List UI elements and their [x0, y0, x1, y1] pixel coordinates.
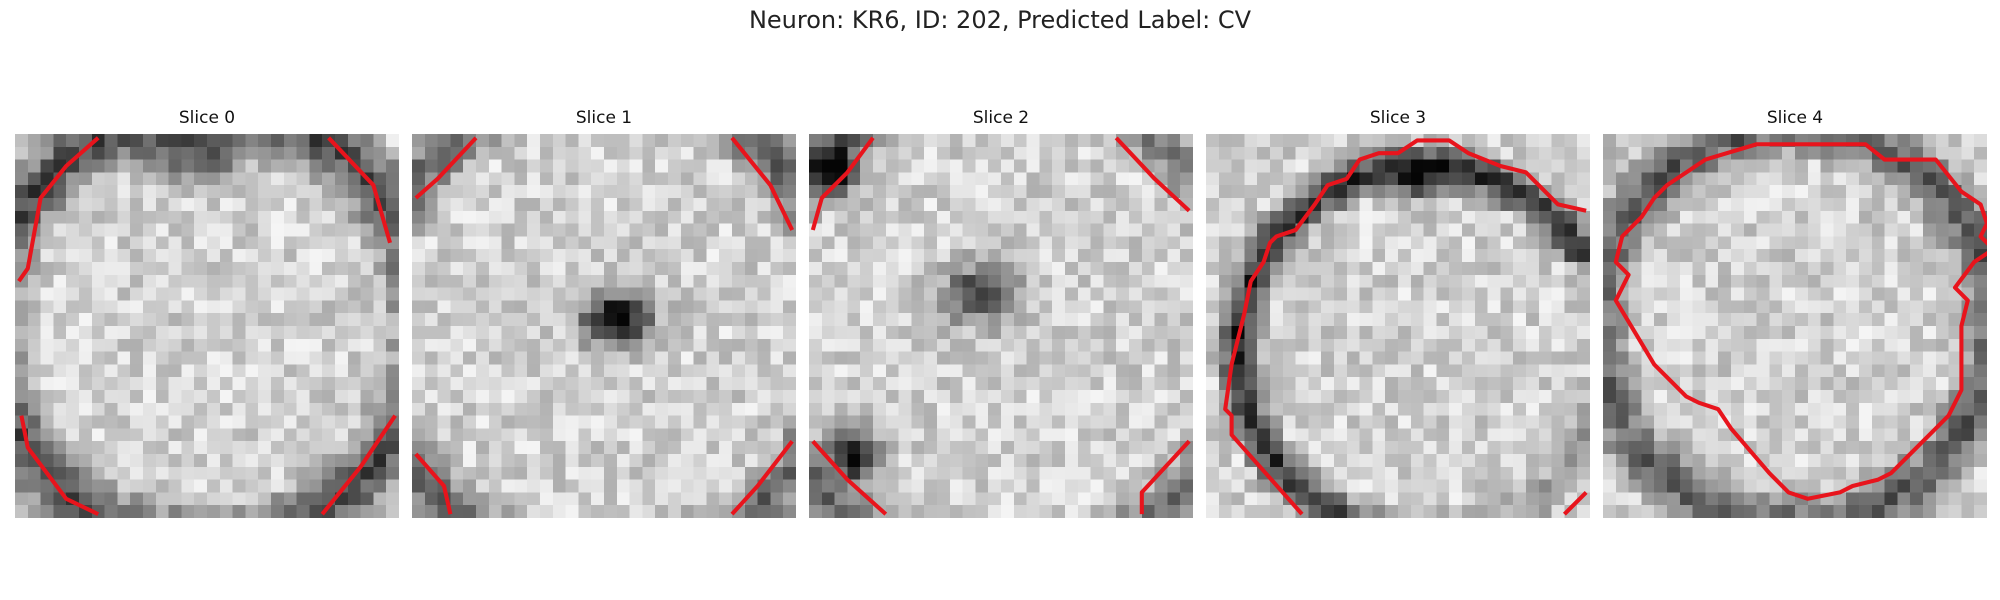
grayscale-pixels: [1206, 134, 1590, 518]
contour-line: [730, 439, 794, 516]
contour-line: [414, 452, 453, 515]
contour-line: [1114, 136, 1191, 213]
panel-title: Slice 2: [972, 108, 1030, 128]
segmentation-contour: [414, 136, 795, 516]
grayscale-pixels: [15, 134, 399, 518]
contour-line: [320, 414, 397, 516]
slice-image: [412, 134, 796, 518]
segmentation-contour: [1223, 138, 1588, 516]
contour-line: [810, 136, 875, 231]
contour-line: [1139, 439, 1191, 515]
contour-line: [414, 136, 478, 200]
grayscale-pixels: [1603, 134, 1987, 518]
panel-title: Slice 1: [575, 108, 633, 128]
panel-title: Slice 4: [1766, 108, 1824, 128]
contour-line: [19, 415, 100, 517]
figure-title: Neuron: KR6, ID: 202, Predicted Label: C…: [748, 6, 1252, 34]
contour-line: [1562, 490, 1588, 516]
segmentation-contour: [810, 136, 1191, 516]
contour-line: [730, 136, 795, 231]
grayscale-pixels: [412, 134, 796, 518]
slice-image: [1603, 134, 1987, 518]
slice-image: [15, 134, 399, 518]
panel-title: Slice 3: [1369, 108, 1427, 128]
segmentation-contour: [17, 136, 397, 517]
contour-line: [1223, 138, 1587, 516]
slice-image: [1206, 134, 1590, 518]
contour-line: [327, 136, 393, 244]
segmentation-contour: [1613, 142, 1987, 501]
contour-line: [17, 136, 100, 283]
contour-line: [1613, 142, 1987, 501]
slice-image: [809, 134, 1193, 518]
panel-title: Slice 0: [178, 108, 236, 128]
grayscale-pixels: [809, 134, 1193, 518]
contour-line: [811, 439, 888, 516]
